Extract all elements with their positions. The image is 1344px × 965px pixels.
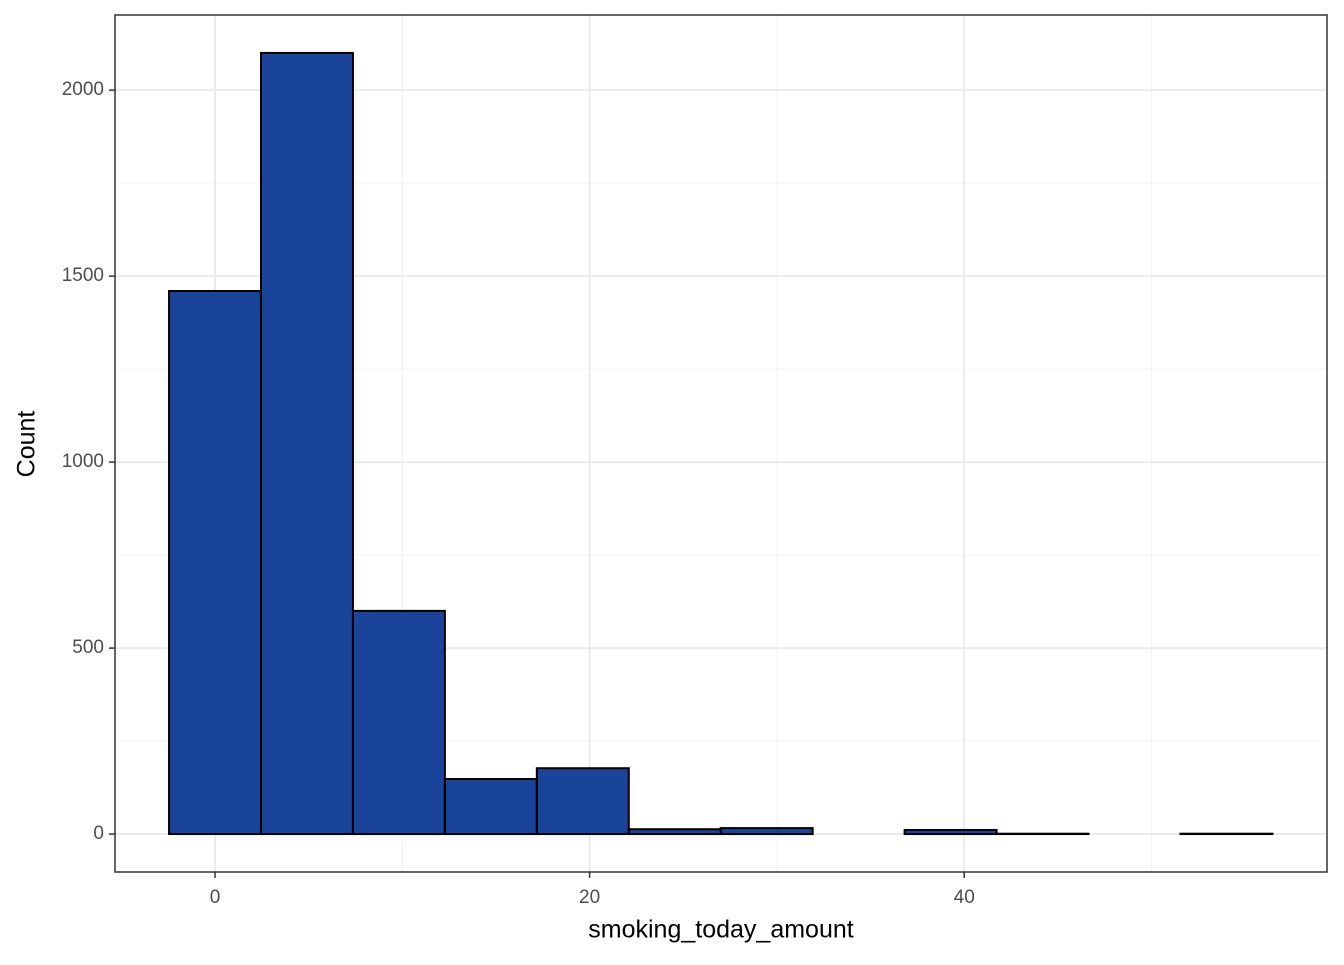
x-tick-label: 0 <box>210 887 221 908</box>
bar <box>629 829 721 834</box>
y-axis-title: Count <box>13 411 41 478</box>
y-tick-label: 0 <box>93 823 104 844</box>
x-tick-label: 40 <box>954 887 975 908</box>
y-tick-label: 500 <box>72 637 104 658</box>
bar <box>721 828 813 834</box>
x-tick-label: 20 <box>579 887 600 908</box>
y-tick-label: 1000 <box>62 451 104 472</box>
y-tick-label: 1500 <box>62 265 104 286</box>
bar <box>445 779 537 834</box>
bar <box>905 830 997 834</box>
bar <box>261 53 353 834</box>
x-axis-title: smoking_today_amount <box>588 916 853 944</box>
bar <box>169 291 261 834</box>
bar <box>353 611 445 834</box>
y-tick-label: 2000 <box>62 79 104 100</box>
bar <box>537 768 629 834</box>
